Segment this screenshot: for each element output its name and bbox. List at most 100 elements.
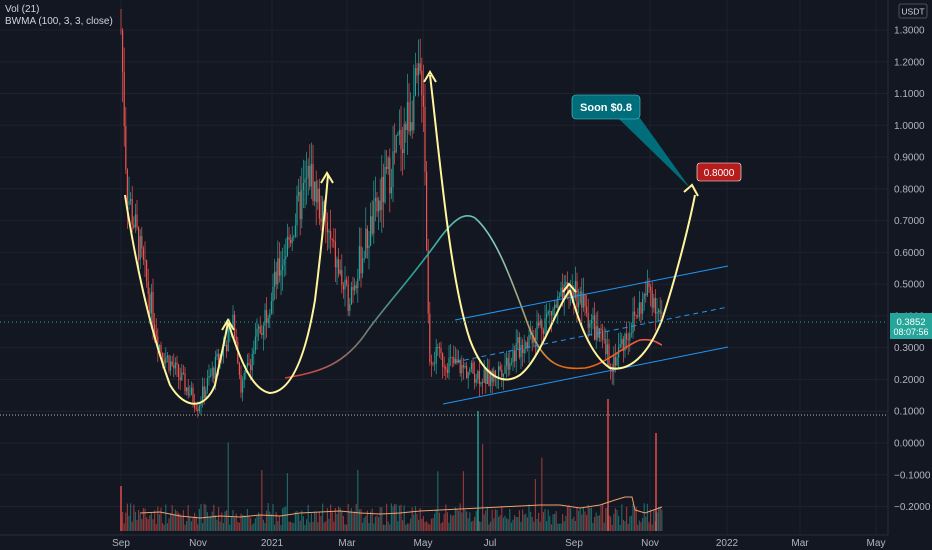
volume-bar <box>290 521 292 531</box>
volume-bar <box>339 507 341 531</box>
volume-bar <box>651 524 653 531</box>
volume-bar <box>632 504 634 531</box>
candle-body <box>408 102 410 132</box>
volume-bar <box>510 522 512 531</box>
volume-bar <box>165 504 167 531</box>
candle-body <box>366 228 368 248</box>
volume-bar <box>133 504 135 531</box>
volume-bar <box>491 509 493 531</box>
candle-body <box>158 344 160 350</box>
candle-body <box>272 286 274 302</box>
candle-body <box>304 178 306 183</box>
candle-body <box>414 67 416 96</box>
volume-bar <box>267 503 269 531</box>
volume-bar <box>555 511 557 531</box>
volume-bar <box>179 513 181 531</box>
volume-bar <box>397 521 399 531</box>
candle-body <box>515 343 517 362</box>
candle-body <box>419 63 421 71</box>
volume-bar <box>578 510 580 531</box>
candle-body <box>374 197 376 202</box>
candle-body <box>494 370 496 378</box>
cup-arcs <box>124 70 699 405</box>
candle-body <box>491 370 493 382</box>
candle-body <box>250 364 252 371</box>
volume-bar <box>467 518 469 531</box>
bwma-indicator-label[interactable]: BWMA (100, 3, 3, close) <box>5 16 113 27</box>
candle-body <box>131 199 133 225</box>
time-tick-label: 2022 <box>716 538 739 549</box>
volume-bar <box>382 524 384 531</box>
target-price-tag[interactable]: 0.8000 <box>696 162 742 182</box>
arc-4 <box>569 194 696 370</box>
volume-bar <box>202 523 204 531</box>
candle-body <box>400 129 402 150</box>
soon-callout[interactable]: Soon $0.8 <box>571 94 690 188</box>
volume-bar <box>589 507 591 531</box>
price-tick-label: 0.7000 <box>894 216 925 227</box>
volume-bar <box>530 511 532 531</box>
volume-bar <box>629 516 631 531</box>
volume-bar <box>622 519 624 531</box>
candle-body <box>171 361 173 366</box>
candle-body <box>274 271 276 287</box>
time-tick-label: Nov <box>189 538 207 549</box>
candle-body <box>549 311 551 312</box>
price-tick-label: 0.5000 <box>894 280 925 291</box>
candle-body <box>506 357 508 366</box>
volume-bar <box>168 518 170 531</box>
candle-body <box>531 332 533 344</box>
candle-body <box>541 320 543 331</box>
candle-body <box>584 294 586 307</box>
candle-body <box>522 344 524 354</box>
candle-body <box>435 346 437 364</box>
volume-indicator-label[interactable]: Vol (21) <box>5 4 40 15</box>
volume-bar <box>136 520 138 531</box>
volume-bars <box>120 399 663 531</box>
candle-body <box>502 373 504 377</box>
candle-body <box>466 365 468 379</box>
candle-body <box>365 228 367 259</box>
candle-body <box>410 122 412 132</box>
volume-bar <box>458 510 460 531</box>
volume-bar <box>653 509 655 531</box>
candle-body <box>346 279 348 285</box>
candle-body <box>294 225 296 237</box>
volume-bar <box>587 504 589 531</box>
volume-bar <box>584 511 586 531</box>
candle-body <box>238 363 240 375</box>
volume-bar <box>173 514 175 531</box>
volume-bar <box>661 509 663 531</box>
volume-bar <box>166 523 168 531</box>
volume-bar <box>560 523 562 531</box>
candle-body <box>208 376 210 379</box>
candle-body <box>363 258 365 260</box>
candle-body <box>342 285 344 290</box>
candle-body <box>306 177 308 179</box>
volume-bar <box>590 507 592 531</box>
candle-body <box>509 363 511 370</box>
candle-body <box>339 270 341 274</box>
volume-bar <box>568 504 570 531</box>
volume-bar <box>501 506 503 531</box>
candle-body <box>179 376 181 381</box>
candle-body <box>202 386 204 404</box>
volume-bar <box>378 517 380 531</box>
candle-body <box>328 231 330 233</box>
volume-bar <box>512 519 514 531</box>
volume-bar <box>462 471 464 531</box>
candle-body <box>477 371 479 380</box>
candle-body <box>658 310 660 312</box>
volume-bar <box>264 522 266 531</box>
candle-body <box>606 344 608 355</box>
volume-bar <box>552 514 554 531</box>
volume-bar <box>426 521 428 531</box>
candle-body <box>619 344 621 348</box>
currency-badge[interactable]: USDT <box>898 3 928 19</box>
volume-bar <box>586 514 588 531</box>
candle-body <box>286 236 288 257</box>
candle-body <box>602 330 604 340</box>
volume-bar <box>570 508 572 531</box>
candle-body <box>562 287 564 301</box>
